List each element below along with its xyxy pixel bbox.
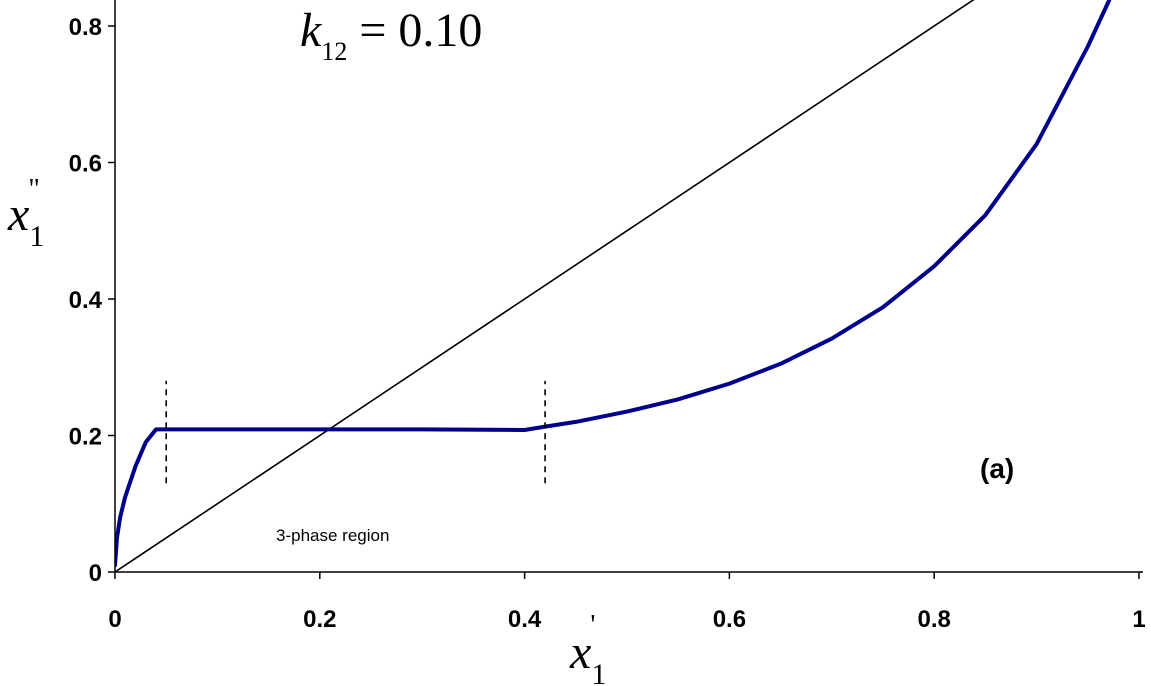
x-tick-label: 1 (1132, 606, 1145, 633)
x-tick-label: 0.6 (713, 606, 746, 633)
region-boundary-markers (165, 380, 546, 484)
plot-area (115, 0, 1112, 572)
y-tick-label: 0.6 (69, 151, 102, 178)
panel-label: (a) (980, 453, 1014, 484)
parameter-annotation: k12 = 0.10 (300, 4, 482, 66)
y-tick-label: 0.4 (69, 287, 103, 314)
equilibrium-curve (115, 0, 1112, 568)
x-tick-label: 0.4 (508, 606, 542, 633)
y-axis-ticks: 0 0.2 0.4 0.6 0.8 (69, 14, 115, 587)
y-tick-label: 0 (89, 560, 102, 587)
y-tick-label: 0.2 (69, 424, 102, 451)
x-tick-label: 0 (108, 606, 121, 633)
x-tick-label: 0.8 (918, 606, 951, 633)
region-label: 3-phase region (276, 526, 389, 545)
y-axis-label: x1" (7, 174, 44, 253)
x-axis-ticks: 0 0.2 0.4 0.6 0.8 1 (108, 572, 1146, 633)
x-tick-label: 0.2 (303, 606, 336, 633)
x-axis-label: x1' (569, 610, 606, 686)
diagonal-line (115, 0, 975, 572)
y-tick-label: 0.8 (69, 14, 102, 41)
